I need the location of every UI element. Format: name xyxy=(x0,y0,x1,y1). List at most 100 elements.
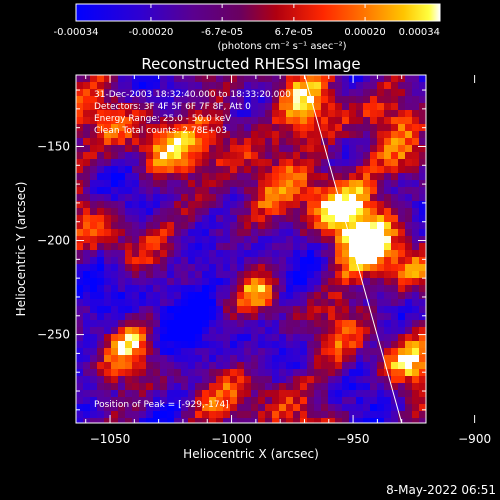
heatmap-cell xyxy=(370,145,378,153)
heatmap-cell xyxy=(139,299,147,307)
heatmap-cell xyxy=(300,334,308,342)
heatmap-cell xyxy=(307,320,315,328)
heatmap-cell xyxy=(356,341,364,349)
heatmap-cell xyxy=(405,390,413,398)
heatmap-cell xyxy=(328,278,336,286)
heatmap-cell xyxy=(181,334,189,342)
heatmap-cell xyxy=(223,285,231,293)
heatmap-cell xyxy=(76,390,84,398)
heatmap-cell xyxy=(272,145,280,153)
heatmap-cell xyxy=(307,215,315,223)
heatmap-cell xyxy=(265,173,273,181)
heatmap-cell xyxy=(230,201,238,209)
heatmap-cell xyxy=(223,110,231,118)
heatmap-cell xyxy=(202,187,210,195)
heatmap-cell xyxy=(90,243,98,251)
heatmap-cell xyxy=(265,341,273,349)
heatmap-cell xyxy=(223,194,231,202)
heatmap-cell xyxy=(342,131,350,139)
heatmap-cell xyxy=(153,355,161,363)
heatmap-cell xyxy=(209,103,217,111)
heatmap-cell xyxy=(230,292,238,300)
heatmap-cell xyxy=(328,145,336,153)
heatmap-cell xyxy=(146,257,154,265)
heatmap-cell xyxy=(398,110,406,118)
heatmap-cell xyxy=(111,383,119,391)
heatmap-cell xyxy=(328,390,336,398)
heatmap-cell xyxy=(251,187,259,195)
heatmap-cell xyxy=(195,89,203,97)
heatmap-cell xyxy=(335,383,343,391)
heatmap-cell xyxy=(83,131,91,139)
heatmap-cell xyxy=(83,236,91,244)
heatmap-cell xyxy=(97,369,105,377)
heatmap-cell xyxy=(237,173,245,181)
heatmap-cell xyxy=(363,257,371,265)
heatmap-cell xyxy=(139,243,147,251)
heatmap-cell xyxy=(153,257,161,265)
heatmap-cell xyxy=(237,348,245,356)
heatmap-cell xyxy=(384,390,392,398)
heatmap-cell xyxy=(405,222,413,230)
heatmap-cell xyxy=(97,75,105,83)
heatmap-cell xyxy=(118,313,126,321)
heatmap-cell xyxy=(258,411,266,419)
heatmap-cell xyxy=(328,418,336,423)
heatmap-cell xyxy=(419,201,426,209)
heatmap-cell xyxy=(97,362,105,370)
heatmap-cell xyxy=(370,194,378,202)
heatmap-cell xyxy=(223,166,231,174)
heatmap-cell xyxy=(419,138,426,146)
heatmap-cell xyxy=(195,103,203,111)
heatmap-cell xyxy=(125,131,133,139)
heatmap-cell xyxy=(405,327,413,335)
heatmap-cell xyxy=(125,229,133,237)
heatmap-cell xyxy=(118,306,126,314)
heatmap-cell xyxy=(328,376,336,384)
heatmap-cell xyxy=(384,145,392,153)
heatmap-cell xyxy=(174,131,182,139)
heatmap-cell xyxy=(244,208,252,216)
heatmap-cell xyxy=(398,138,406,146)
heatmap-cell xyxy=(209,313,217,321)
heatmap-cell xyxy=(195,355,203,363)
heatmap-cell xyxy=(286,103,294,111)
heatmap-cell xyxy=(279,390,287,398)
heatmap-cell xyxy=(111,418,119,423)
heatmap-cell xyxy=(146,327,154,335)
heatmap-cell xyxy=(363,264,371,272)
heatmap-cell xyxy=(83,397,91,405)
heatmap-cell xyxy=(167,383,175,391)
heatmap-cell xyxy=(286,285,294,293)
heatmap-cell xyxy=(349,124,357,132)
heatmap-cell xyxy=(265,124,273,132)
heatmap-cell xyxy=(412,418,420,423)
heatmap-cell xyxy=(335,103,343,111)
heatmap-cell xyxy=(258,110,266,118)
heatmap-cell xyxy=(188,383,196,391)
heatmap-cell xyxy=(97,306,105,314)
heatmap-cell xyxy=(90,250,98,258)
heatmap-cell xyxy=(223,208,231,216)
heatmap-cell xyxy=(118,250,126,258)
heatmap-cell xyxy=(202,222,210,230)
heatmap-cell xyxy=(230,145,238,153)
heatmap-cell xyxy=(90,327,98,335)
heatmap-cell xyxy=(160,383,168,391)
heatmap-cell xyxy=(272,334,280,342)
timestamp: 8-May-2022 06:51 xyxy=(386,483,496,497)
heatmap-cell xyxy=(139,327,147,335)
heatmap-cell xyxy=(230,222,238,230)
heatmap-cell xyxy=(118,138,126,146)
heatmap-cell xyxy=(209,236,217,244)
heatmap-cell xyxy=(286,271,294,279)
heatmap-cell xyxy=(181,145,189,153)
heatmap-cell xyxy=(195,362,203,370)
heatmap-cell xyxy=(90,131,98,139)
heatmap-cell xyxy=(398,271,406,279)
heatmap-cell xyxy=(342,89,350,97)
heatmap-cell xyxy=(328,180,336,188)
heatmap-cell xyxy=(321,355,329,363)
heatmap-cell xyxy=(293,138,301,146)
heatmap-cell xyxy=(132,369,140,377)
